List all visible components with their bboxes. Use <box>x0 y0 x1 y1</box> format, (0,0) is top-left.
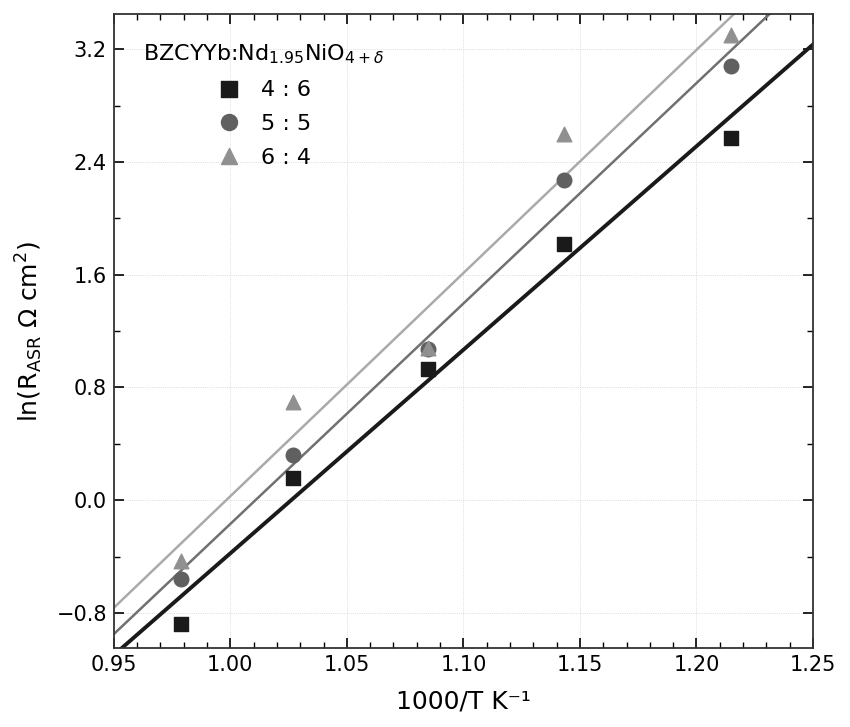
4 : 6: (0.979, -0.88): 6: (0.979, -0.88) <box>174 619 188 630</box>
4 : 6: (1.08, 0.93): 6: (1.08, 0.93) <box>422 364 435 375</box>
Legend: 4 : 6, 5 : 5, 6 : 4: 4 : 6, 5 : 5, 6 : 4 <box>125 25 402 185</box>
5 : 5: (1.22, 3.08): 5: (1.22, 3.08) <box>724 60 738 72</box>
5 : 5: (0.979, -0.56): 5: (0.979, -0.56) <box>174 574 188 585</box>
5 : 5: (1.14, 2.27): 5: (1.14, 2.27) <box>557 174 570 186</box>
Y-axis label: ln(R$_{\mathregular{ASR}}$ $\Omega$ cm$^2$): ln(R$_{\mathregular{ASR}}$ $\Omega$ cm$^… <box>14 241 45 422</box>
6 : 4: (1.03, 0.7): 4: (1.03, 0.7) <box>286 395 300 407</box>
6 : 4: (1.08, 1.08): 4: (1.08, 1.08) <box>422 342 435 354</box>
X-axis label: 1000/T K⁻¹: 1000/T K⁻¹ <box>396 689 530 713</box>
4 : 6: (1.14, 1.82): 6: (1.14, 1.82) <box>557 238 570 249</box>
5 : 5: (1.03, 0.32): 5: (1.03, 0.32) <box>286 449 300 461</box>
4 : 6: (1.03, 0.16): 6: (1.03, 0.16) <box>286 472 300 483</box>
6 : 4: (1.14, 2.6): 4: (1.14, 2.6) <box>557 128 570 140</box>
6 : 4: (0.979, -0.43): 4: (0.979, -0.43) <box>174 555 188 566</box>
6 : 4: (1.22, 3.3): 4: (1.22, 3.3) <box>724 29 738 41</box>
5 : 5: (1.08, 1.07): 5: (1.08, 1.07) <box>422 344 435 356</box>
4 : 6: (1.22, 2.57): 6: (1.22, 2.57) <box>724 132 738 144</box>
